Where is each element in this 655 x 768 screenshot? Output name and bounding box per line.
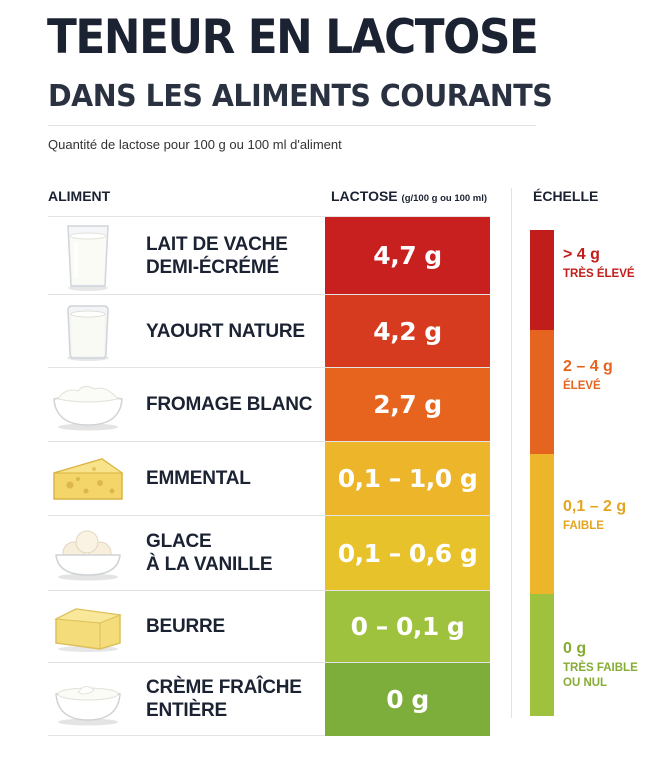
scale-label: > 4 g TRÈS ÉLEVÉ <box>563 246 635 282</box>
scale-segment <box>530 330 554 454</box>
table-row: FROMAGE BLANC 2,7 g <box>48 367 490 441</box>
food-name: YAOURT NATURE <box>146 295 305 367</box>
page-subtitle: DANS LES ALIMENTS COURANTS <box>48 79 553 114</box>
column-divider <box>511 188 512 718</box>
scale-segment <box>530 454 554 594</box>
table-row: GLACE À LA VANILLE 0,1 – 0,6 g <box>48 515 490 590</box>
food-name-line: BEURRE <box>146 616 226 637</box>
yogurt-jar-icon <box>50 295 126 367</box>
scale-label: 0 g TRÈS FAIBLE OU NUL <box>563 640 638 691</box>
lactose-value-cell: 0 – 0,1 g <box>325 591 490 662</box>
scale-level: TRÈS ÉLEVÉ <box>563 268 635 280</box>
butter-block-icon <box>50 591 126 662</box>
scale-label: 0,1 – 2 g FAIBLE <box>563 498 626 534</box>
scale-segment <box>530 594 554 716</box>
lactose-value-cell: 0 g <box>325 663 490 736</box>
page-description: Quantité de lactose pour 100 g ou 100 ml… <box>48 137 342 152</box>
column-header-lactose-label: LACTOSE <box>331 188 398 204</box>
food-name-line: À LA VANILLE <box>146 554 273 575</box>
column-header-lactose: LACTOSE (g/100 g ou 100 ml) <box>331 188 487 204</box>
column-header-echelle: ÉCHELLE <box>533 188 599 204</box>
title-divider <box>48 125 536 126</box>
lactose-value-cell: 4,2 g <box>325 295 490 367</box>
scale-segment <box>530 230 554 330</box>
food-name-line: FROMAGE BLANC <box>146 394 313 415</box>
lactose-value-cell: 4,7 g <box>325 217 490 294</box>
emmental-cheese-icon <box>50 442 126 515</box>
ice-cream-bowl-icon <box>50 516 126 590</box>
food-name-line: CRÈME FRAÎCHE <box>146 677 302 698</box>
column-header-lactose-unit: (g/100 g ou 100 ml) <box>401 193 488 204</box>
table-row: BEURRE 0 – 0,1 g <box>48 590 490 662</box>
lactose-value-cell: 0,1 – 0,6 g <box>325 516 490 590</box>
food-name: CRÈME FRAÎCHE ENTIÈRE <box>146 663 302 735</box>
scale-range: 2 – 4 g <box>563 358 613 375</box>
milk-glass-icon <box>50 217 126 294</box>
lactose-value-cell: 2,7 g <box>325 368 490 441</box>
table-row: YAOURT NATURE 4,2 g <box>48 294 490 367</box>
column-header-aliment: ALIMENT <box>48 188 111 204</box>
table-row: LAIT DE VACHE DEMI-ÉCRÉMÉ 4,7 g <box>48 216 490 294</box>
scale-range: > 4 g <box>563 246 600 263</box>
table-row: EMMENTAL 0,1 – 1,0 g <box>48 441 490 515</box>
food-name-line: GLACE <box>146 531 212 552</box>
scale-level: TRÈS FAIBLE <box>563 662 638 674</box>
scale-level: ÉLEVÉ <box>563 380 601 392</box>
food-name: EMMENTAL <box>146 442 251 515</box>
food-name-line: LAIT DE VACHE <box>146 233 288 255</box>
food-name: GLACE À LA VANILLE <box>146 516 273 590</box>
cream-bowl-icon <box>50 663 126 735</box>
scale-level: OU NUL <box>563 677 608 689</box>
fromage-blanc-bowl-icon <box>50 368 126 441</box>
scale-range: 0 g <box>563 640 587 657</box>
page-title: TENEUR EN LACTOSE <box>47 10 539 65</box>
table-row: CRÈME FRAÎCHE ENTIÈRE 0 g <box>48 662 490 736</box>
food-name-line: YAOURT NATURE <box>146 320 305 342</box>
food-name-line: EMMENTAL <box>146 468 251 489</box>
scale-level: FAIBLE <box>563 520 604 532</box>
scale-label: 2 – 4 g ÉLEVÉ <box>563 358 613 394</box>
food-name: LAIT DE VACHE DEMI-ÉCRÉMÉ <box>146 217 288 294</box>
food-name: BEURRE <box>146 591 225 662</box>
scale-bar <box>530 230 554 716</box>
food-name-line: ENTIÈRE <box>146 700 227 721</box>
food-name: FROMAGE BLANC <box>146 368 312 441</box>
scale-range: 0,1 – 2 g <box>563 498 627 515</box>
lactose-value-cell: 0,1 – 1,0 g <box>325 442 490 515</box>
food-name-line: DEMI-ÉCRÉMÉ <box>146 256 279 278</box>
